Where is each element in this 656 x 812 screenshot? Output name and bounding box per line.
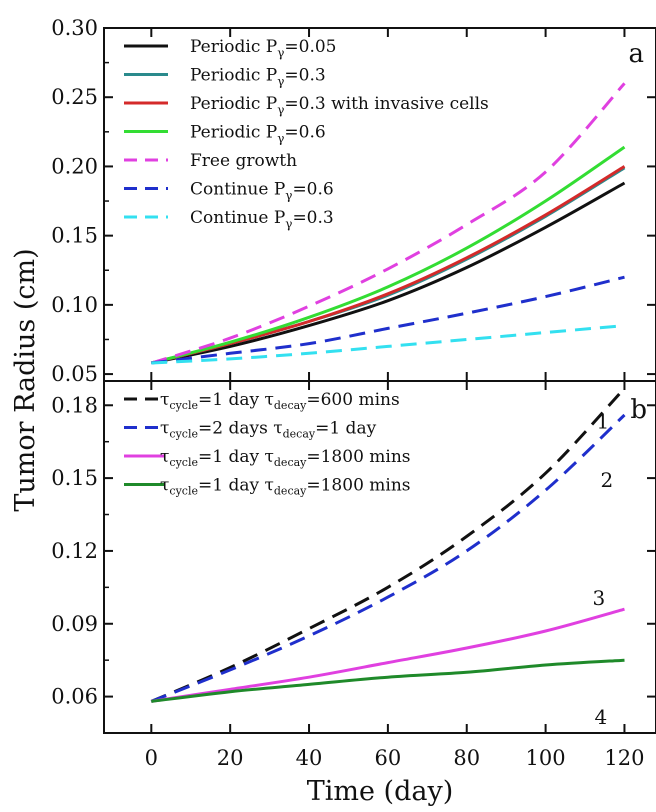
legend-entry: τcycle=1 day τdecay=1800 mins (160, 447, 411, 469)
y-tick-label: 0.05 (51, 362, 98, 386)
y-tick-label: 0.15 (51, 224, 98, 248)
y-tick-label: 0.09 (51, 612, 98, 636)
x-tick-label: 60 (375, 746, 402, 770)
x-tick-label: 120 (604, 746, 644, 770)
curve-label-3: 3 (592, 586, 605, 610)
legend-entry: Continue Pγ=0.3 (190, 208, 334, 231)
y-axis-title: Tumor Radius (cm) (10, 248, 41, 511)
x-tick-label: 0 (145, 746, 158, 770)
y-tick-label: 0.10 (51, 293, 98, 317)
curve-label-1: 1 (596, 409, 609, 433)
y-tick-label: 0.18 (51, 393, 98, 417)
x-tick-label: 40 (296, 746, 323, 770)
y-tick-label: 0.06 (51, 685, 98, 709)
y-tick-label: 0.12 (51, 539, 98, 563)
series-line-b-4 (151, 658, 625, 703)
legend-entry: Continue Pγ=0.6 (190, 180, 334, 203)
series-line-b-2 (150, 413, 626, 703)
data-curves (150, 82, 626, 703)
panel-letter-a: a (628, 39, 644, 69)
series-line-b-1 (150, 387, 626, 703)
legend-entry: Periodic Pγ=0.05 (190, 37, 337, 60)
legend-entry: Periodic Pγ=0.3 with invasive cells (190, 94, 489, 117)
axes-ticks: 0.05 0.10 0.15 0.20 0.25 0.30 0.06 0.09 0.12 0.15… (51, 16, 656, 770)
x-tick-label: 100 (526, 746, 566, 770)
legends: Periodic Pγ=0.05 Periodic Pγ=0.3 Periodic … (124, 37, 489, 498)
legend-entry: Periodic Pγ=0.6 (190, 123, 326, 146)
series-line-b-3 (151, 607, 625, 703)
y-tick-label: 0.25 (51, 85, 98, 109)
y-tick-label: 0.15 (51, 466, 98, 490)
legend-entry: τcycle=1 day τdecay=600 mins (160, 390, 400, 412)
x-axis-title: Time (day) (307, 776, 454, 807)
y-tick-label: 0.30 (51, 16, 98, 40)
series-line-a-1 (150, 181, 626, 365)
legend-entry: Periodic Pγ=0.3 (190, 66, 326, 89)
x-tick-label: 20 (217, 746, 244, 770)
panel-letter-b: b (630, 395, 647, 425)
legend-entry: Free growth (190, 151, 297, 171)
series-line-a-5 (150, 82, 626, 365)
x-tick-label: 80 (453, 746, 480, 770)
curve-label-2: 2 (600, 468, 613, 492)
legend-entry: τcycle=2 days τdecay=1 day (160, 419, 377, 441)
legend-entry: τcycle=1 day τdecay=1800 mins (160, 476, 411, 498)
y-tick-label: 0.20 (51, 154, 98, 178)
annotations: a 1 2 3 4 b (592, 39, 647, 729)
series-line-a-6 (151, 275, 625, 365)
curve-label-4: 4 (594, 705, 607, 729)
